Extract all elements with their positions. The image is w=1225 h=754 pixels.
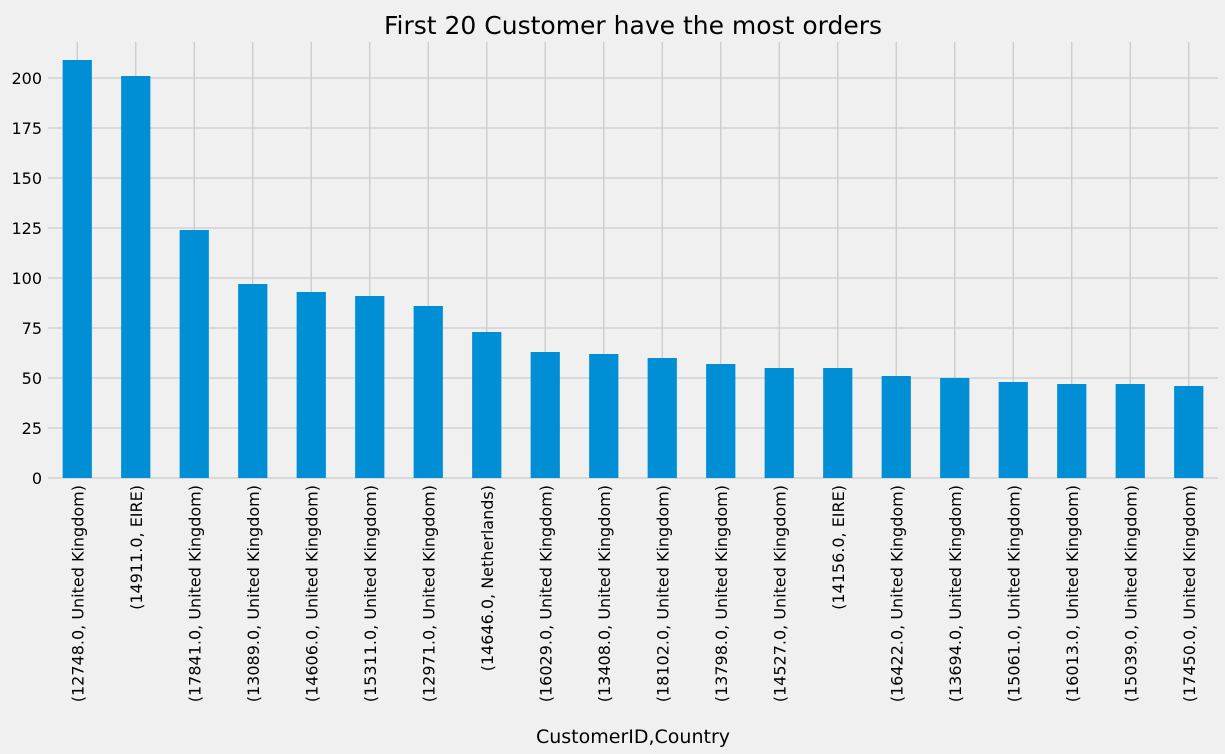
- x-tick-label: (16029.0, United Kingdom): [536, 485, 555, 702]
- x-tick-label: (12748.0, United Kingdom): [68, 485, 87, 702]
- bars: [62, 60, 1204, 478]
- bar: [647, 358, 677, 478]
- chart-title: First 20 Customer have the most orders: [384, 11, 882, 40]
- y-tick-label: 25: [22, 419, 42, 438]
- x-tick-label: (16422.0, United Kingdom): [887, 485, 906, 702]
- bar: [998, 382, 1028, 478]
- x-axis-label: CustomerID,Country: [536, 726, 730, 748]
- x-tick-label: (15039.0, United Kingdom): [1121, 485, 1140, 702]
- x-tick-label: (17841.0, United Kingdom): [185, 485, 204, 702]
- y-tick-label: 0: [32, 469, 42, 488]
- bar: [764, 368, 794, 478]
- x-tick-label: (15311.0, United Kingdom): [361, 485, 380, 702]
- x-tick-label: (13694.0, United Kingdom): [946, 485, 965, 702]
- bar: [881, 376, 911, 478]
- bar: [238, 284, 268, 478]
- bar: [589, 354, 619, 478]
- y-tick-label: 200: [11, 69, 42, 88]
- x-tick-label: (13408.0, United Kingdom): [595, 485, 614, 702]
- x-tick-label: (14646.0, Netherlands): [478, 485, 497, 671]
- bar: [121, 76, 151, 478]
- x-tick-label: (14527.0, United Kingdom): [770, 485, 789, 702]
- x-tick-label: (16013.0, United Kingdom): [1063, 485, 1082, 702]
- y-tick-label: 125: [11, 219, 42, 238]
- y-tick-label: 50: [22, 369, 42, 388]
- x-axis-ticks: (12748.0, United Kingdom) (14911.0, EIRE)…: [68, 485, 1199, 702]
- x-tick-label: (14156.0, EIRE): [829, 485, 848, 610]
- bar: [940, 378, 970, 478]
- x-tick-label: (13798.0, United Kingdom): [712, 485, 731, 702]
- bar: [530, 352, 560, 478]
- bar: [179, 230, 209, 478]
- x-tick-label: (13089.0, United Kingdom): [244, 485, 263, 702]
- bar: [296, 292, 326, 478]
- x-tick-label: (12971.0, United Kingdom): [419, 485, 438, 702]
- bar: [1174, 386, 1204, 478]
- bar: [1057, 384, 1087, 478]
- bar: [472, 332, 502, 478]
- grid: [48, 42, 1218, 479]
- bar: [355, 296, 385, 478]
- y-axis-ticks: 0 25 50 75 100 125 150 175 200: [11, 69, 42, 488]
- x-tick-label: (15061.0, United Kingdom): [1004, 485, 1023, 702]
- x-tick-label: (17450.0, United Kingdom): [1180, 485, 1199, 702]
- bar: [823, 368, 853, 478]
- y-tick-label: 175: [11, 119, 42, 138]
- y-tick-label: 100: [11, 269, 42, 288]
- bar: [413, 306, 443, 478]
- x-tick-label: (14911.0, EIRE): [127, 485, 146, 610]
- bar: [1115, 384, 1145, 478]
- bar: [62, 60, 92, 478]
- x-tick-label: (18102.0, United Kingdom): [653, 485, 672, 702]
- x-tick-label: (14606.0, United Kingdom): [302, 485, 321, 702]
- y-tick-label: 150: [11, 169, 42, 188]
- bar: [706, 364, 736, 478]
- y-tick-label: 75: [22, 319, 42, 338]
